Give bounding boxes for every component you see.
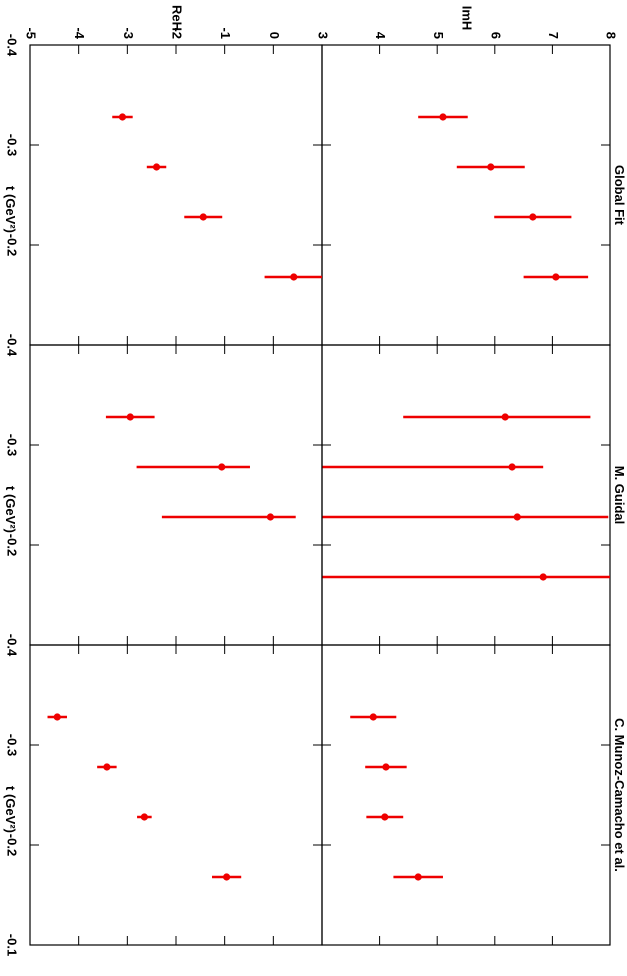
x-axis-label: t (GeV²): [3, 786, 18, 833]
panel-frame: [29, 44, 323, 346]
panel-frame: [321, 344, 611, 646]
data-point: [369, 713, 377, 721]
data-point: [552, 273, 560, 281]
x-tick-label: -0.4: [5, 334, 20, 357]
data-point: [414, 873, 422, 881]
x-tick-label: -0.1: [5, 934, 20, 956]
y-tick-label: 6: [488, 32, 503, 39]
y-tick-label: 7: [546, 32, 561, 39]
data-point: [199, 213, 207, 221]
x-tick-label: -0.2: [5, 834, 20, 856]
y-tick-label: 4: [373, 32, 388, 40]
data-point: [118, 113, 127, 121]
x-tick-label: -0.3: [5, 134, 20, 156]
panel-frame: [29, 644, 323, 946]
x-tick-label: -0.4: [5, 34, 20, 57]
data-layer: [350, 713, 443, 881]
data-point: [539, 573, 547, 581]
data-point: [513, 513, 521, 521]
y-tick-label: 3: [316, 32, 331, 39]
panel-frame: [29, 344, 323, 646]
y-tick-label: -2: [170, 27, 185, 39]
x-tick-label: -0.2: [5, 534, 20, 556]
data-point: [152, 163, 161, 171]
data-point: [290, 273, 298, 281]
data-point: [508, 463, 516, 471]
data-point: [103, 763, 111, 771]
panel: -0.4 -0.3 -0.2t (GeV²): [3, 334, 323, 646]
y-axis-label: ImH: [460, 6, 475, 31]
data-layer: [105, 413, 296, 521]
y-tick-label: -1: [218, 27, 233, 39]
x-tick-label: -0.3: [5, 434, 20, 456]
y-tick-label: 0: [267, 32, 282, 39]
y-tick-label: -5: [24, 27, 39, 39]
x-tick-label: -0.3: [5, 734, 20, 756]
y-tick-label: -4: [72, 27, 87, 39]
data-point: [529, 213, 537, 221]
data-point: [382, 763, 390, 771]
data-point: [381, 813, 389, 821]
x-axis-label: t (GeV²): [3, 486, 18, 533]
panel: -0.4 -0.3 -0.2 -5 -4 -3 -2 -1 0 ReH t (GeV²): [3, 5, 323, 346]
data-point: [266, 513, 275, 521]
panel: 3 4 5 6 7 8 Global Fit ImH: [316, 6, 627, 346]
data-point: [439, 113, 447, 121]
panel-frame: [321, 44, 611, 346]
y-tick-label: -3: [121, 27, 136, 39]
data-point: [126, 413, 134, 421]
x-tick-label: -0.4: [5, 634, 20, 657]
rotated-plot: 3 4 5 6 7 8 Global Fit ImH M. Guidal C. Munoz-Cam…: [3, 5, 627, 956]
x-tick-label: -0.2: [5, 234, 20, 256]
data-point: [223, 873, 231, 881]
panel-title: M. Guidal: [612, 466, 627, 525]
panel: C. Munoz-Camacho et al.: [321, 644, 627, 946]
y-axis-label: ReH: [170, 5, 185, 31]
data-point: [501, 413, 509, 421]
y-tick-label: 5: [431, 32, 446, 39]
y-tick-label: 8: [604, 32, 619, 39]
panel-frame: [321, 644, 611, 946]
data-point: [487, 163, 495, 171]
data-point: [218, 463, 226, 471]
panel: -0.4 -0.3 -0.2 -0.1 t (GeV²): [3, 634, 323, 956]
panel-title: Global Fit: [612, 165, 627, 226]
data-layer: [418, 113, 589, 281]
data-point: [140, 813, 148, 821]
data-layer: [112, 113, 322, 281]
x-axis-label: t (GeV²): [3, 186, 18, 233]
panel: M. Guidal: [321, 344, 627, 646]
data-layer: [322, 413, 610, 581]
panel-title: C. Munoz-Camacho et al.: [612, 718, 627, 872]
data-layer: [47, 713, 242, 881]
data-point: [53, 713, 61, 721]
